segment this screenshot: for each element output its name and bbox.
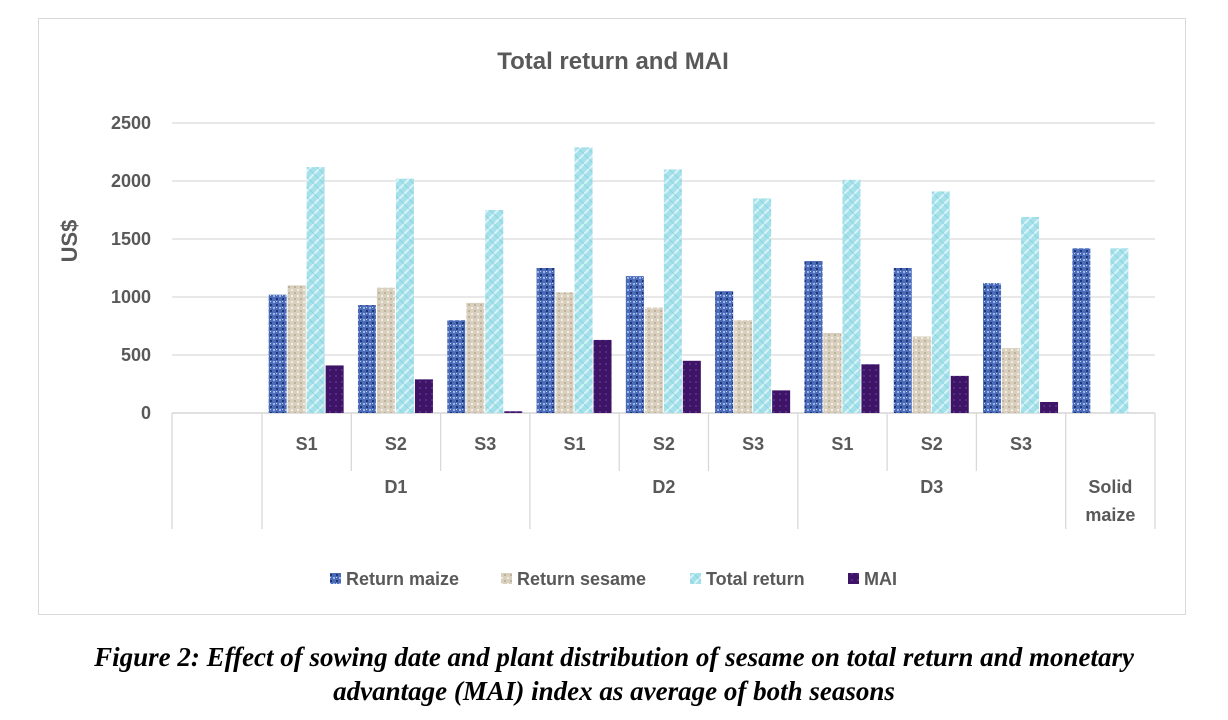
bar-total-return bbox=[1021, 216, 1040, 413]
bar-return-maize bbox=[357, 305, 376, 413]
bar-mai bbox=[414, 379, 433, 413]
bar-return-sesame bbox=[912, 336, 931, 413]
group-label: D3 bbox=[920, 477, 943, 497]
axes bbox=[171, 412, 1156, 529]
x-tick-label: S2 bbox=[385, 434, 407, 454]
bar-mai bbox=[1040, 401, 1059, 413]
y-axis-title: US$ bbox=[57, 220, 82, 263]
x-tick-label: S1 bbox=[564, 434, 586, 454]
bar-return-maize bbox=[536, 268, 555, 413]
bar-return-maize bbox=[268, 294, 287, 413]
bar-return-sesame bbox=[1002, 348, 1021, 413]
x-tick-label: Solid bbox=[1088, 477, 1132, 497]
bar-total-return bbox=[574, 147, 593, 414]
bar-return-sesame bbox=[555, 292, 574, 413]
x-tick-label: S3 bbox=[1010, 434, 1032, 454]
y-tick-label: 2500 bbox=[111, 113, 151, 133]
bar-return-sesame bbox=[466, 302, 485, 413]
y-tick-label: 1000 bbox=[111, 287, 151, 307]
bar-return-maize bbox=[804, 261, 823, 413]
bar-return-sesame bbox=[644, 307, 663, 413]
legend-swatch bbox=[848, 573, 859, 584]
caption-line-1: Figure 2: Effect of sowing date and plan… bbox=[94, 642, 1134, 672]
bar-return-maize bbox=[715, 291, 734, 413]
x-tick-label: S3 bbox=[742, 434, 764, 454]
bar-return-maize bbox=[983, 283, 1002, 413]
tick-labels: 0 500 1000 1500 2000 2500 S1 S2 S3 D1 S1 S2 S3 D2 S1 S2… bbox=[111, 113, 1135, 525]
x-tick-label: S3 bbox=[474, 434, 496, 454]
legend-swatch bbox=[330, 573, 341, 584]
legend-label: Return maize bbox=[346, 569, 459, 589]
x-tick-label: maize bbox=[1085, 505, 1135, 525]
bars bbox=[268, 147, 1129, 414]
group-label: D1 bbox=[384, 477, 407, 497]
chart-frame: 0 500 1000 1500 2000 2500 S1 S2 S3 D1 S1 S2 S3 D2 S1 S2… bbox=[38, 18, 1186, 615]
x-tick-label: S2 bbox=[921, 434, 943, 454]
bar-mai bbox=[682, 360, 701, 413]
x-tick-label: S1 bbox=[831, 434, 853, 454]
bar-total-return bbox=[753, 198, 772, 413]
x-tick-label: S2 bbox=[653, 434, 675, 454]
bar-return-maize bbox=[625, 276, 644, 413]
bar-total-return bbox=[931, 191, 950, 413]
caption-line-2: advantage (MAI) index as average of both… bbox=[333, 676, 895, 706]
y-tick-label: 2000 bbox=[111, 171, 151, 191]
bar-mai bbox=[861, 364, 880, 413]
y-tick-label: 1500 bbox=[111, 229, 151, 249]
legend-label: Total return bbox=[706, 569, 805, 589]
figure-caption: Figure 2: Effect of sowing date and plan… bbox=[0, 640, 1228, 708]
bar-mai bbox=[772, 390, 791, 413]
bar-total-return bbox=[306, 167, 325, 413]
bar-return-sesame bbox=[376, 287, 395, 413]
legend-swatch bbox=[690, 573, 701, 584]
legend: Return maize Return sesame Total return MAI bbox=[330, 569, 897, 589]
legend-swatch bbox=[501, 573, 512, 584]
y-tick-label: 500 bbox=[121, 345, 151, 365]
legend-label: MAI bbox=[864, 569, 897, 589]
bar-return-sesame bbox=[287, 285, 306, 413]
bar-return-maize bbox=[893, 268, 912, 413]
bar-total-return bbox=[485, 210, 504, 413]
bar-total-return bbox=[1110, 248, 1129, 413]
legend-label: Return sesame bbox=[517, 569, 646, 589]
bar-mai bbox=[950, 375, 969, 413]
bar-return-sesame bbox=[823, 332, 842, 413]
bar-return-maize bbox=[447, 320, 466, 413]
bar-chart: 0 500 1000 1500 2000 2500 S1 S2 S3 D1 S1 S2 S3 D2 S1 S2… bbox=[57, 48, 1156, 589]
y-tick-label: 0 bbox=[141, 403, 151, 423]
bar-mai bbox=[504, 411, 523, 413]
bar-total-return bbox=[663, 169, 682, 413]
bar-total-return bbox=[842, 179, 861, 413]
bar-return-maize bbox=[1072, 248, 1091, 413]
x-tick-label: S1 bbox=[296, 434, 318, 454]
chart-title: Total return and MAI bbox=[497, 48, 729, 75]
group-label: D2 bbox=[652, 477, 675, 497]
bar-total-return bbox=[395, 178, 414, 413]
bar-mai bbox=[325, 365, 344, 413]
bar-return-sesame bbox=[734, 320, 753, 413]
bar-mai bbox=[593, 339, 612, 413]
